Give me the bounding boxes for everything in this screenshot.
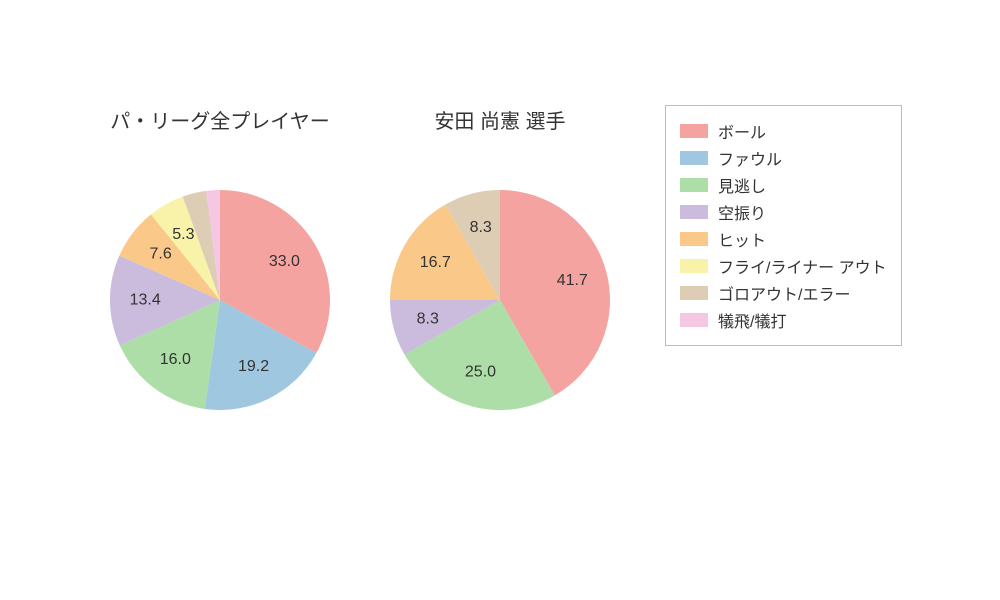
pie-slice-label-hit: 16.7 <box>420 254 451 271</box>
legend-item-foul: ファウル <box>680 146 887 170</box>
legend-label-look: 見逃し <box>718 173 766 197</box>
pie-chart-league: 33.0 19.2 16.0 13.4 7.65.3 <box>108 188 332 412</box>
pie-slice-label-whiff: 13.4 <box>130 292 161 309</box>
pie-slice-label-hit: 7.6 <box>149 246 171 263</box>
pie-slice-label-foul: 19.2 <box>238 358 269 375</box>
legend-label-foul: ファウル <box>718 146 782 170</box>
legend-item-groundout: ゴロアウト/エラー <box>680 281 887 305</box>
pie-slice-label-look: 25.0 <box>465 363 496 380</box>
legend-swatch-ball <box>680 124 708 138</box>
legend-label-whiff: 空振り <box>718 200 766 224</box>
legend-swatch-flyout <box>680 259 708 273</box>
figure: パ・リーグ全プレイヤー 安田 尚憲 選手 33.0 19.2 16.0 13.4 7.6… <box>0 0 1000 600</box>
legend-swatch-look <box>680 178 708 192</box>
legend-swatch-sac <box>680 313 708 327</box>
legend-swatch-whiff <box>680 205 708 219</box>
legend-swatch-foul <box>680 151 708 165</box>
legend-item-look: 見逃し <box>680 173 887 197</box>
pie-slice-label-ball: 33.0 <box>269 253 300 270</box>
legend-item-flyout: フライ/ライナー アウト <box>680 254 887 278</box>
legend-label-ball: ボール <box>718 119 766 143</box>
legend-label-hit: ヒット <box>718 227 766 251</box>
legend-item-hit: ヒット <box>680 227 887 251</box>
chart-title-player: 安田 尚憲 選手 <box>370 105 630 134</box>
legend-swatch-groundout <box>680 286 708 300</box>
chart-title-league: パ・リーグ全プレイヤー <box>90 105 350 134</box>
legend-label-flyout: フライ/ライナー アウト <box>718 254 887 278</box>
legend-swatch-hit <box>680 232 708 246</box>
legend: ボールファウル見逃し空振りヒットフライ/ライナー アウトゴロアウト/エラー犠飛/… <box>665 105 902 346</box>
pie-slice-label-groundout: 8.3 <box>470 219 492 236</box>
legend-label-groundout: ゴロアウト/エラー <box>718 281 850 305</box>
pie-slice-label-look: 16.0 <box>160 351 191 368</box>
pie-slice-label-whiff: 8.3 <box>417 311 439 328</box>
pie-slice-label-ball: 41.7 <box>557 272 588 289</box>
legend-item-whiff: 空振り <box>680 200 887 224</box>
pie-chart-player: 41.7 25.0 8.3 16.7 8.3 <box>388 188 612 412</box>
legend-item-sac: 犠飛/犠打 <box>680 308 887 332</box>
legend-label-sac: 犠飛/犠打 <box>718 308 786 332</box>
legend-item-ball: ボール <box>680 119 887 143</box>
pie-slice-label-flyout: 5.3 <box>172 226 194 243</box>
